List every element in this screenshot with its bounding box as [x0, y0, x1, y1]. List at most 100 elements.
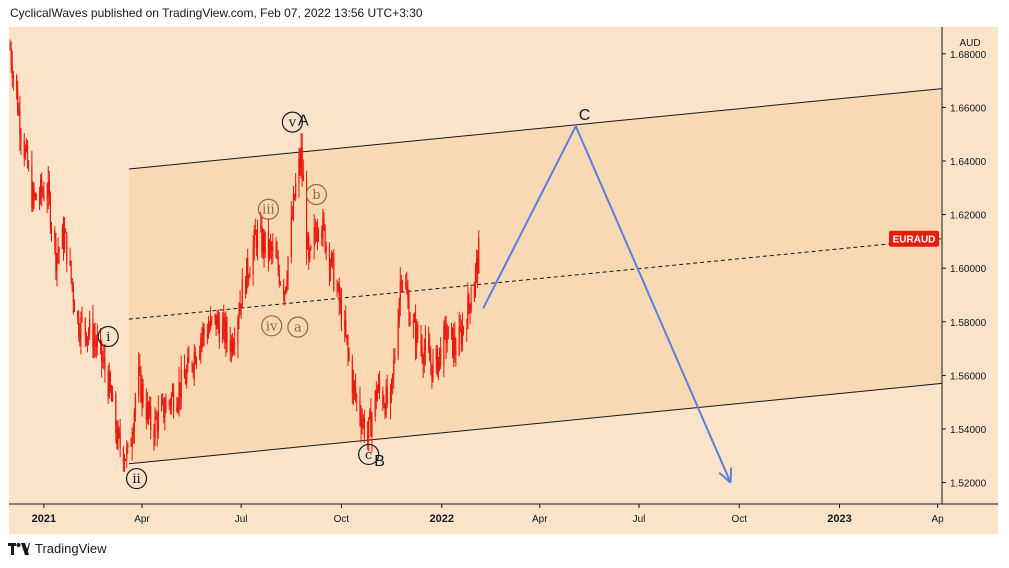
projection-arrowhead-right — [718, 472, 732, 484]
y-tick-label: 1.62000 — [950, 211, 987, 222]
wave-label-circle — [125, 467, 148, 490]
candle-body — [81, 316, 83, 319]
candle-body — [192, 367, 194, 371]
candle-body — [142, 384, 144, 404]
wave-label-circle — [257, 198, 280, 220]
candle-body — [26, 145, 29, 167]
candle-body — [261, 225, 263, 253]
candle-body — [47, 181, 49, 196]
candle-body — [55, 238, 57, 271]
footer-brand[interactable]: TradingView — [8, 541, 107, 556]
candle-body — [186, 370, 188, 384]
footer-brand-label: TradingView — [35, 541, 107, 556]
candle-body — [386, 386, 388, 404]
axes: 1.52000 1.54000 1.56000 1.58000 1.60000 1.620… — [32, 50, 987, 525]
candle-body — [62, 227, 65, 250]
candle-body — [239, 303, 241, 315]
candle-body — [470, 301, 472, 312]
candle-body — [378, 381, 381, 391]
candle-body — [244, 278, 247, 294]
candle-body — [412, 321, 414, 324]
candle-body — [217, 316, 219, 325]
y-tick-label: 1.64000 — [950, 157, 987, 168]
candle-body — [293, 194, 296, 199]
candle-body — [226, 322, 228, 340]
candle-body — [278, 270, 280, 284]
wave-projection[interactable] — [482, 123, 733, 484]
candle-body — [283, 283, 285, 295]
candle-body — [339, 299, 341, 303]
candle-body — [436, 348, 438, 375]
wave-label-text: iii — [262, 203, 274, 218]
x-tick-label: Apr — [532, 514, 548, 525]
candle-body — [478, 237, 480, 274]
candle-body — [382, 390, 384, 406]
candle-body — [390, 380, 393, 392]
candle-body — [46, 195, 48, 200]
candle-body — [28, 165, 30, 167]
candle-body — [432, 359, 434, 380]
parallel-channel[interactable] — [128, 88, 943, 465]
candle-body — [429, 349, 431, 362]
candle-body — [139, 367, 141, 370]
wave-label-text: i — [106, 330, 110, 345]
candle-body — [210, 317, 212, 328]
wave-label-circle — [287, 316, 309, 338]
candle-body — [467, 295, 469, 329]
candle-body — [177, 402, 179, 407]
candle-body — [54, 230, 56, 239]
candle-body — [316, 232, 319, 240]
candle-body — [134, 396, 137, 412]
y-tick-label: 1.56000 — [950, 371, 987, 382]
candle-body — [301, 147, 303, 176]
candle-body — [370, 411, 372, 437]
candle-body — [325, 246, 327, 251]
candle-body — [414, 319, 417, 347]
candle-body — [101, 341, 103, 362]
candle-body — [356, 396, 358, 398]
candle-body — [361, 421, 363, 428]
candle-body — [329, 264, 332, 271]
candle-body — [393, 359, 395, 375]
candle-body — [417, 325, 419, 340]
candle-body — [461, 326, 464, 344]
candle-body — [269, 242, 272, 246]
wave-label-circle — [261, 315, 283, 337]
y-tick-label: 1.60000 — [950, 264, 987, 275]
candle-body — [397, 322, 399, 357]
candle-body — [89, 319, 91, 334]
candle-body — [180, 369, 182, 398]
candle-body — [376, 389, 379, 401]
candle-body — [276, 257, 278, 259]
candle-body — [346, 335, 348, 340]
candle-body — [103, 358, 105, 362]
candle-body — [178, 382, 180, 403]
y-tick-label: 1.58000 — [950, 318, 987, 329]
symbol-price-tag[interactable]: EURAUD — [889, 230, 939, 247]
candle-body — [18, 110, 20, 114]
candle-body — [447, 326, 449, 339]
candle-body — [125, 459, 127, 461]
candle-body — [107, 370, 109, 397]
candle-body — [184, 378, 187, 384]
candle-body — [272, 246, 274, 252]
candle-body — [255, 234, 258, 248]
x-tick-label: 2022 — [429, 513, 453, 525]
wave-label-text: v — [288, 116, 297, 131]
candle-body — [218, 324, 220, 342]
candle-body — [285, 287, 287, 293]
candle-body — [207, 329, 210, 338]
candle-body — [253, 229, 255, 247]
candle-body — [443, 326, 445, 366]
candle-body — [63, 230, 66, 250]
candle-body — [264, 231, 266, 253]
candle-body — [141, 384, 143, 402]
candle-body — [43, 193, 45, 200]
candle-body — [363, 418, 365, 437]
candle-body — [34, 194, 36, 197]
candle-body — [145, 403, 147, 420]
wave-label-text: C — [579, 107, 591, 124]
candle-body — [78, 317, 80, 336]
symbol-price-tag-box — [889, 230, 939, 247]
